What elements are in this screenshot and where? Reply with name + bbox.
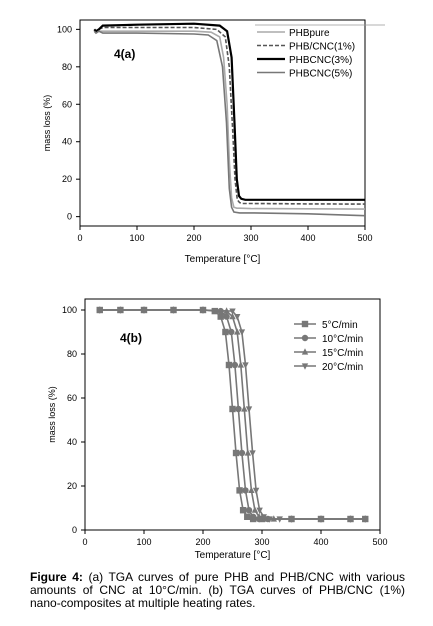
legend-label: PHBCNC(3%)	[289, 55, 352, 66]
data-point	[236, 487, 243, 494]
data-point	[229, 312, 236, 320]
x-tick-label: 0	[82, 537, 87, 547]
data-point	[249, 450, 256, 457]
data-point	[244, 449, 252, 456]
panel-label: 4(a)	[114, 47, 135, 61]
data-point	[222, 328, 229, 336]
legend-label: PHBCNC(5%)	[289, 69, 352, 80]
y-tick-label: 20	[62, 174, 72, 184]
x-tick-label: 400	[300, 233, 315, 243]
data-point	[199, 307, 207, 314]
data-point	[276, 516, 283, 523]
data-point	[245, 507, 253, 514]
data-point	[170, 307, 177, 314]
caption-text: (a) TGA curves of pure PHB and PHB/CNC w…	[30, 570, 406, 610]
series-line	[93, 30, 366, 210]
data-point	[288, 516, 295, 523]
data-point	[241, 405, 248, 412]
x-tick-label: 500	[357, 233, 372, 243]
legend-marker	[301, 348, 309, 355]
x-axis-label: Temperature [°C]	[195, 550, 271, 561]
data-point	[242, 362, 249, 369]
y-tick-label: 80	[62, 62, 72, 72]
data-point	[245, 406, 253, 413]
x-tick-label: 100	[136, 537, 151, 547]
y-axis-label: mass loss (%)	[42, 95, 52, 152]
data-point	[217, 313, 224, 320]
y-tick-label: 40	[67, 437, 77, 447]
x-tick-label: 300	[243, 233, 258, 243]
data-point	[261, 515, 269, 522]
data-point	[232, 449, 240, 457]
data-point	[260, 514, 267, 521]
y-tick-label: 60	[62, 99, 72, 109]
data-point	[228, 328, 235, 336]
legend-label: 10°C/min	[322, 334, 363, 345]
data-point	[347, 516, 354, 523]
data-point	[266, 516, 273, 523]
data-point	[362, 516, 369, 523]
figure-canvas: 0 100 200 300 400 500020406080100Temperature …	[42, 19, 388, 561]
data-point	[256, 507, 263, 514]
y-tick-label: 60	[67, 393, 77, 403]
legend-label: 5°C/min	[322, 320, 358, 331]
x-tick-label: 100	[129, 233, 144, 243]
x-axis-label: Temperature [°C]	[185, 254, 261, 265]
x-tick-label: 200	[186, 233, 201, 243]
data-point	[234, 314, 241, 321]
data-point	[252, 487, 260, 495]
y-tick-label: 100	[62, 305, 77, 315]
y-tick-label: 0	[72, 525, 77, 535]
data-point	[234, 328, 241, 335]
data-point	[238, 329, 246, 336]
panel-label: 4(b)	[120, 331, 142, 345]
chart-4b: 0 100 200 300 400 500 0 20 40 60 80 100 Temperature …	[47, 298, 388, 561]
x-tick-label: 400	[313, 537, 328, 547]
data-point	[255, 513, 263, 520]
series-line	[93, 30, 366, 217]
data-point	[225, 361, 233, 369]
y-tick-label: 80	[67, 349, 77, 359]
legend-marker	[301, 363, 309, 370]
data-point	[242, 487, 249, 494]
chart-4a: 0 100 200 300 400 500 0 20 40 60 80 100 Temperature …	[42, 19, 385, 265]
legend-marker	[301, 334, 309, 342]
x-tick-label: 200	[195, 537, 210, 547]
x-tick-label: 500	[372, 537, 387, 547]
y-tick-label: 0	[67, 212, 72, 222]
series-line	[99, 309, 366, 520]
y-tick-label: 20	[67, 481, 77, 491]
y-tick-label: 40	[62, 137, 72, 147]
legend-marker	[301, 320, 309, 328]
data-point	[238, 449, 246, 457]
y-axis-label: mass loss (%)	[47, 386, 57, 443]
x-tick-label: 300	[254, 537, 269, 547]
data-point	[229, 308, 236, 315]
data-point	[235, 405, 242, 413]
data-point	[231, 361, 239, 369]
data-point	[96, 307, 103, 314]
data-point	[229, 405, 236, 413]
data-point	[249, 513, 257, 520]
legend-label: 20°C/min	[322, 362, 363, 373]
legend-label: PHBpure	[289, 28, 330, 39]
data-point	[239, 507, 247, 514]
y-tick-label: 100	[57, 24, 72, 34]
data-point	[117, 307, 124, 314]
data-point	[317, 516, 325, 523]
legend-label: 15°C/min	[322, 348, 363, 359]
caption-label: Figure 4:	[30, 570, 83, 584]
plot-frame	[84, 298, 381, 531]
plot-frame	[79, 19, 366, 227]
data-point	[237, 361, 244, 368]
data-point	[248, 486, 255, 493]
series-line	[93, 22, 365, 201]
data-point	[244, 513, 251, 520]
data-point	[223, 313, 230, 320]
legend-label: PHB/CNC(1%)	[289, 42, 355, 53]
data-point	[140, 307, 148, 314]
x-tick-label: 0	[77, 233, 82, 243]
figure-caption: Figure 4: (a) TGA curves of pure PHB and…	[30, 571, 405, 610]
data-point	[251, 506, 259, 513]
